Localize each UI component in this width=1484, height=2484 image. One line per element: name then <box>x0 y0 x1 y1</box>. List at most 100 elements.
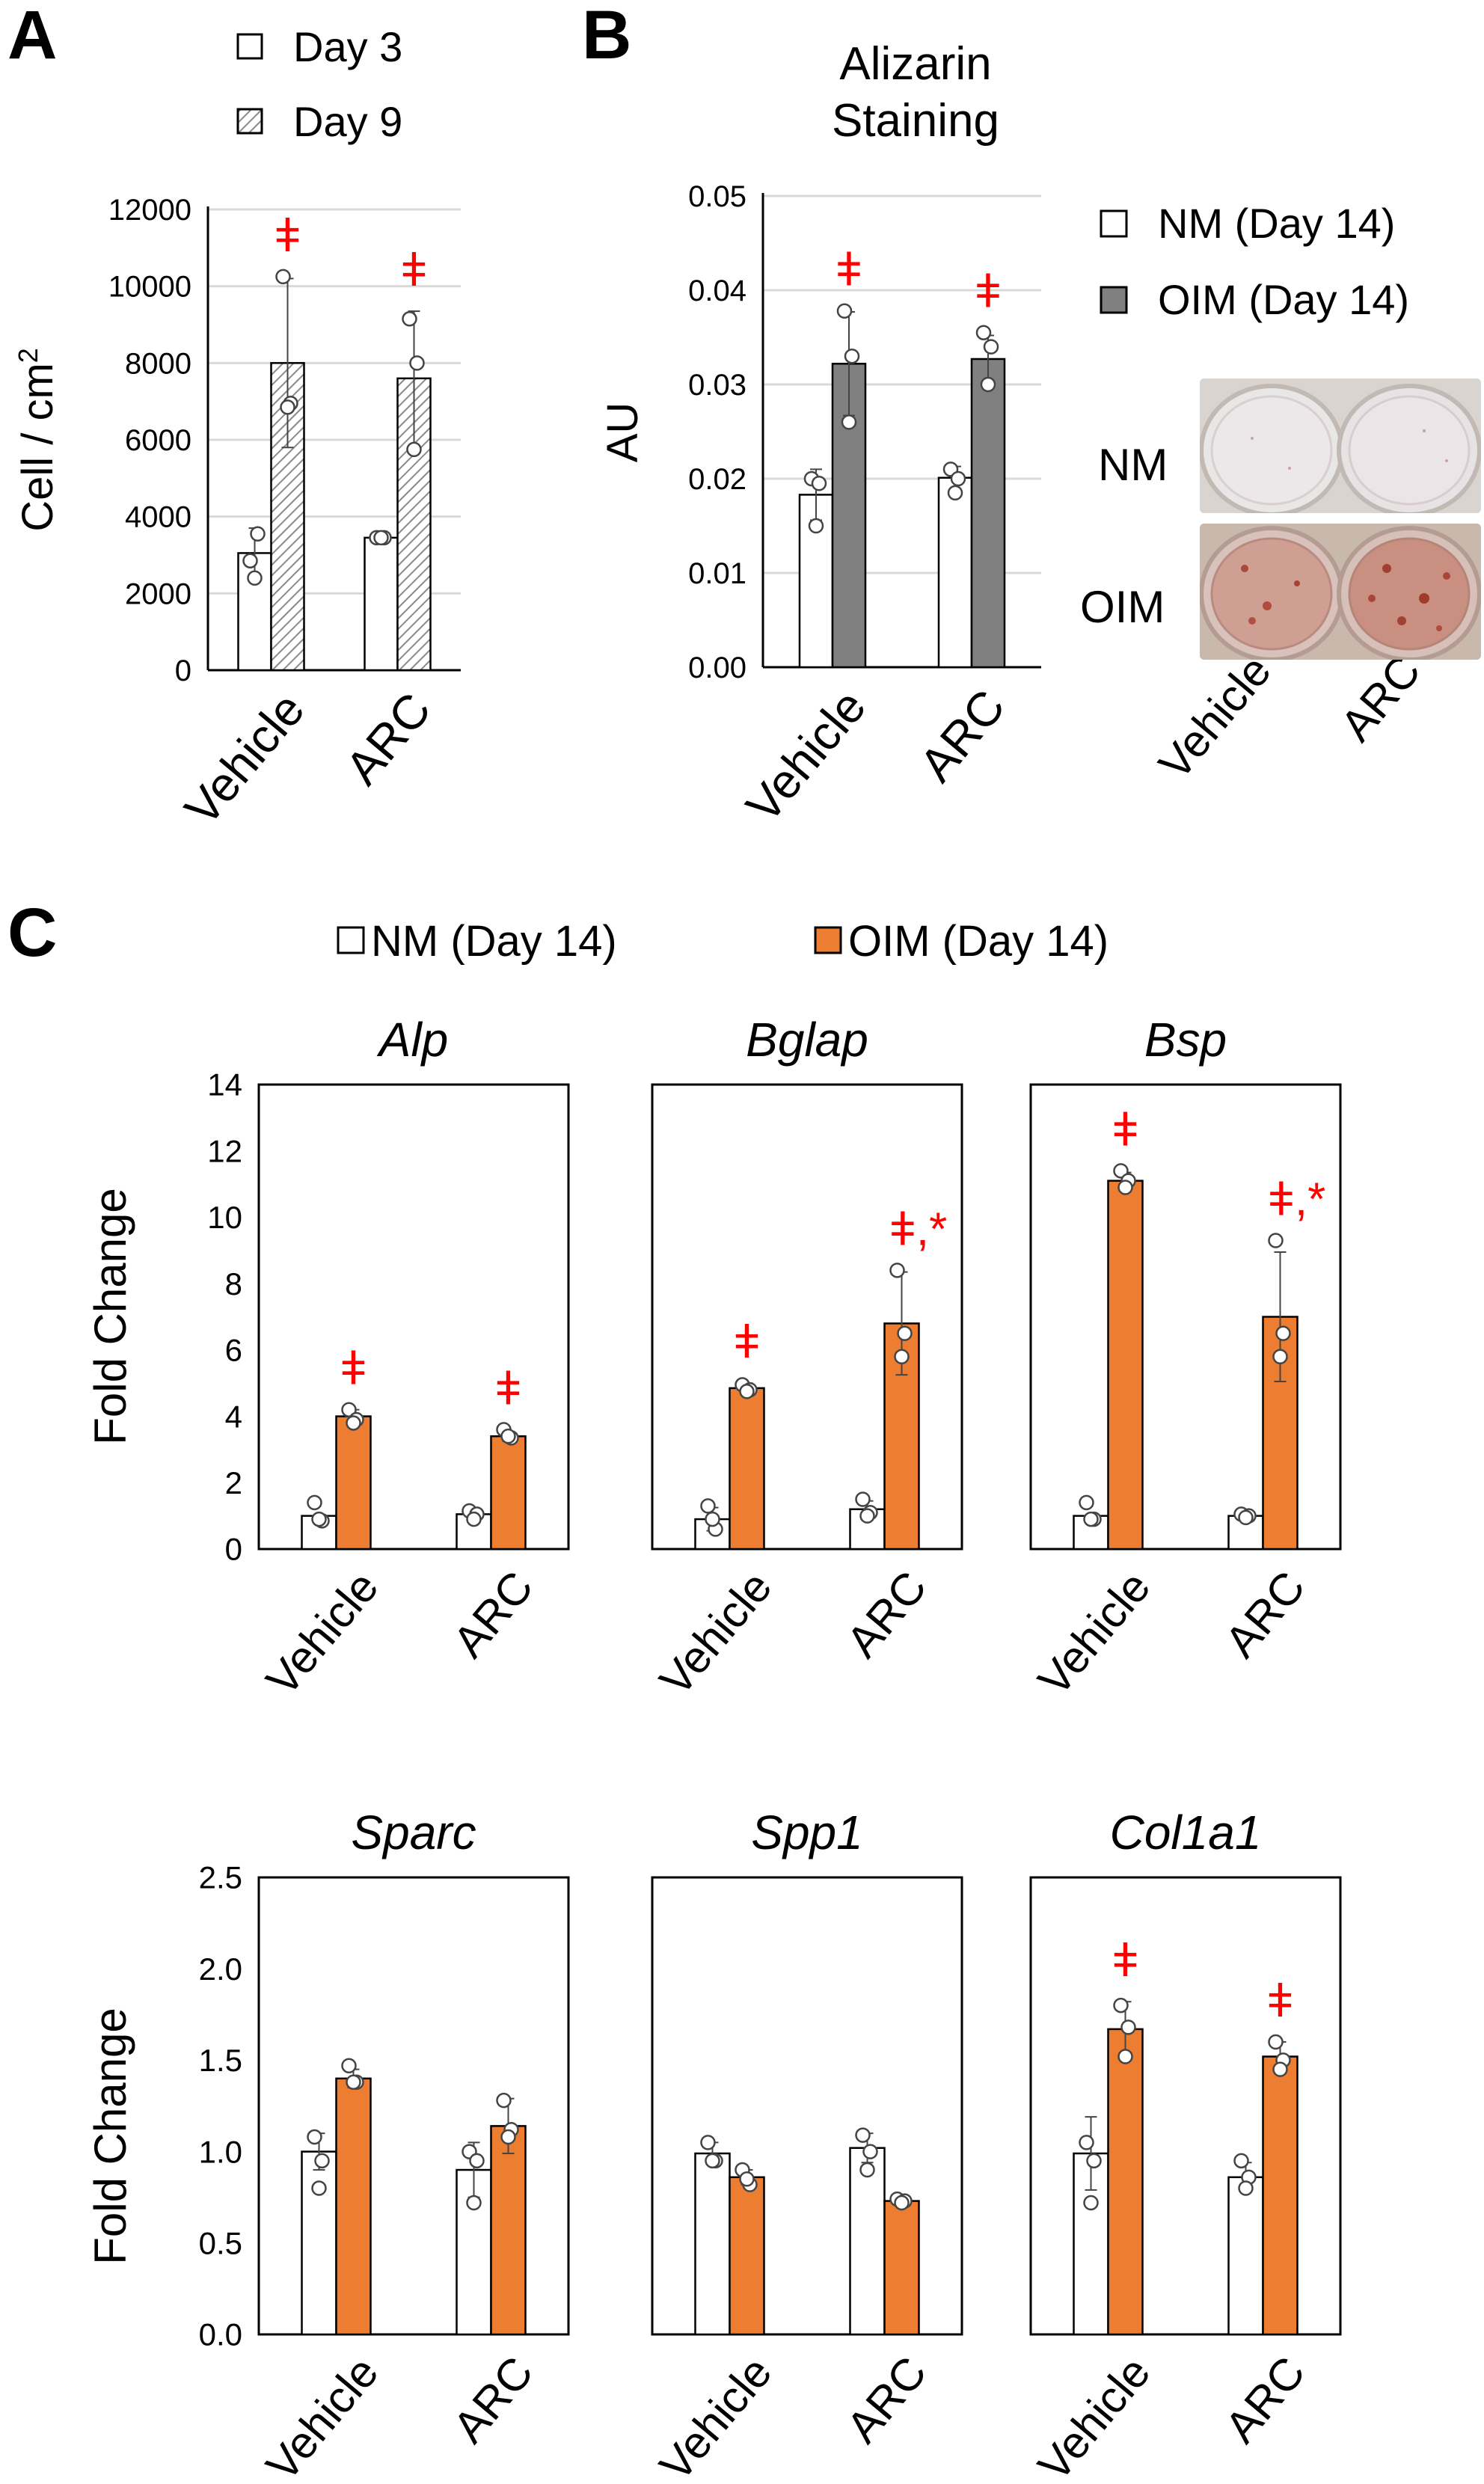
photo-col-label-arc: ARC <box>1331 645 1430 750</box>
chart-b-ytick-label: 0.02 <box>688 463 746 496</box>
chart-sparc-ytick-label: 0.0 <box>199 2317 242 2352</box>
chart-sparc: 0.0 0.5 1.0 1.5 2.0 2.5 Sparc Vehicle ARC <box>199 1806 570 2484</box>
chart-b-data-point <box>836 303 853 319</box>
chart-alp-ytick-label: 12 <box>207 1133 242 1168</box>
chart-a-data-point <box>275 269 291 285</box>
chart-col1a1-data-point <box>1120 2020 1136 2035</box>
c-row1-ylabel: Fold Change <box>85 1188 135 1445</box>
chart-sparc-data-point <box>500 2129 516 2145</box>
panel-letter-b: B <box>582 0 631 73</box>
chart-bglap-title: Bglap <box>746 1013 868 1067</box>
chart-a-significance-marker: ǂ <box>274 210 301 262</box>
chart-a-ytick-label: 12000 <box>108 194 191 227</box>
chart-a-category-label: ARC <box>335 683 441 795</box>
chart-bglap-data-point <box>855 1491 871 1507</box>
chart-spp1: Spp1 Vehicle ARC <box>650 1806 963 2484</box>
chart-alp-ytick-label: 8 <box>225 1266 242 1301</box>
chart-bglap-data-point <box>705 1511 720 1527</box>
chart-spp1-data-point <box>705 2153 720 2169</box>
chart-b-ytick-label: 0.03 <box>688 369 746 402</box>
chart-a-data-point <box>242 553 258 568</box>
legend-b-swatch-oim <box>1100 286 1128 314</box>
chart-a-data-point <box>409 355 425 371</box>
chart-b-ytick-label: 0.01 <box>688 557 746 590</box>
chart-b: 0.00 0.01 0.02 0.03 0.04 0.05 AU Vehicle ARC ǂ ǂ <box>598 180 1041 832</box>
chart-bsp-frame <box>1029 1083 1342 1551</box>
photo-row-label-nm: NM <box>1098 440 1168 490</box>
panel-letter-c: C <box>7 895 57 971</box>
chart-bsp-significance-marker: ǂ,* <box>1268 1174 1326 1225</box>
chart-bglap-significance-marker: ǂ,* <box>889 1203 948 1255</box>
legend-b: NM (Day 14) OIM (Day 14) <box>1100 200 1409 323</box>
chart-sparc-category-label: Vehicle <box>257 2347 388 2484</box>
legend-a-label-day3: Day 3 <box>293 23 402 70</box>
chart-bsp-category-label: Vehicle <box>1028 1562 1160 1705</box>
chart-sparc-bar-vehicle-s2 <box>335 2077 372 2336</box>
chart-spp1-data-point <box>739 2171 755 2187</box>
chart-b-data-point <box>841 414 857 430</box>
panel-letter-a: A <box>7 0 57 73</box>
chart-a-data-point <box>402 311 417 327</box>
chart-bglap-data-point <box>739 1384 755 1399</box>
chart-alp-significance-marker: ǂ <box>494 1363 521 1414</box>
chart-alp-ytick-label: 6 <box>225 1333 242 1368</box>
chart-sparc-data-point <box>311 2180 327 2196</box>
chart-col1a1-data-point <box>1272 2061 1288 2077</box>
chart-spp1-title: Spp1 <box>751 1806 862 1859</box>
chart-b-ytick-label: 0.04 <box>688 275 746 307</box>
chart-col1a1-bar-arc-s2 <box>1262 2055 1298 2336</box>
chart-col1a1-data-point <box>1079 2135 1094 2150</box>
chart-spp1-data-point <box>894 2195 910 2211</box>
chart-bglap-frame <box>651 1083 963 1551</box>
chart-alp: 0 2 4 6 8 10 12 14 Alp Vehicle ARC ǂ ǂ <box>207 1013 570 1705</box>
well-photo-oim-drawing <box>1200 524 1481 660</box>
chart-a-data-point <box>373 530 389 546</box>
chart-sparc-data-point <box>346 2074 361 2090</box>
chart-spp1-bar-arc-s2 <box>883 2200 920 2336</box>
legend-a: Day 3 Day 9 <box>236 23 402 145</box>
chart-bglap-category-label: ARC <box>837 1562 936 1666</box>
chart-alp-ytick-label: 10 <box>207 1200 242 1235</box>
chart-bglap-data-point <box>894 1349 910 1364</box>
well-photo-nm-drawing <box>1200 378 1481 513</box>
chart-bsp-category-label: ARC <box>1215 1562 1315 1666</box>
chart-a-bar-arc-s1 <box>364 536 399 672</box>
legend-b-label-nm: NM (Day 14) <box>1158 200 1395 247</box>
chart-spp1-data-point <box>859 2162 875 2178</box>
chart-col1a1-category-label: Vehicle <box>1028 2347 1160 2484</box>
chart-spp1-bar-vehicle-s1 <box>694 2152 731 2336</box>
chart-alp-ytick-label: 4 <box>225 1399 242 1434</box>
chart-a-data-point <box>280 399 295 415</box>
legend-c: NM (Day 14) OIM (Day 14) <box>337 917 1109 966</box>
chart-a-data-point <box>406 441 422 458</box>
chart-sparc-bar-arc-s2 <box>490 2125 527 2336</box>
chart-a-ytick-label: 0 <box>175 654 191 687</box>
chart-a-ytick-label: 8000 <box>125 347 191 380</box>
chart-spp1-category-label: ARC <box>837 2347 936 2452</box>
chart-b-data-point <box>983 339 999 355</box>
chart-col1a1-frame <box>1029 1876 1342 2336</box>
chart-sparc-title: Sparc <box>351 1806 476 1859</box>
legend-b-label-oim: OIM (Day 14) <box>1158 276 1409 323</box>
chart-alp-data-point <box>500 1428 516 1444</box>
chart-b-bar-vehicle-s1 <box>798 494 834 669</box>
chart-alp-data-point <box>311 1511 327 1527</box>
chart-sparc-data-point <box>496 2092 512 2109</box>
chart-b-data-point <box>980 376 996 393</box>
chart-a-ylabel: Cell / cm2 <box>13 348 63 532</box>
chart-spp1-data-point <box>855 2127 871 2143</box>
chart-spp1-data-point <box>862 2144 878 2159</box>
chart-col1a1-significance-marker: ǂ <box>1112 1935 1138 1987</box>
chart-a-category-label: Vehicle <box>174 683 315 835</box>
chart-b-ytick-label: 0.00 <box>688 651 746 684</box>
chart-a-ytick-label: 6000 <box>125 424 191 457</box>
well-photo-nm <box>1200 378 1481 513</box>
chart-bglap-data-point <box>889 1263 905 1278</box>
chart-b-bar-arc-s1 <box>937 476 973 669</box>
chart-col1a1-data-point <box>1233 2153 1249 2169</box>
chart-b-data-point <box>947 485 963 501</box>
chart-bglap: Bglap Vehicle ARC ǂ ǂ,* <box>650 1013 963 1705</box>
photo-col-label-vehicle: Vehicle <box>1149 645 1281 788</box>
legend-c-label-oim: OIM (Day 14) <box>848 917 1109 966</box>
